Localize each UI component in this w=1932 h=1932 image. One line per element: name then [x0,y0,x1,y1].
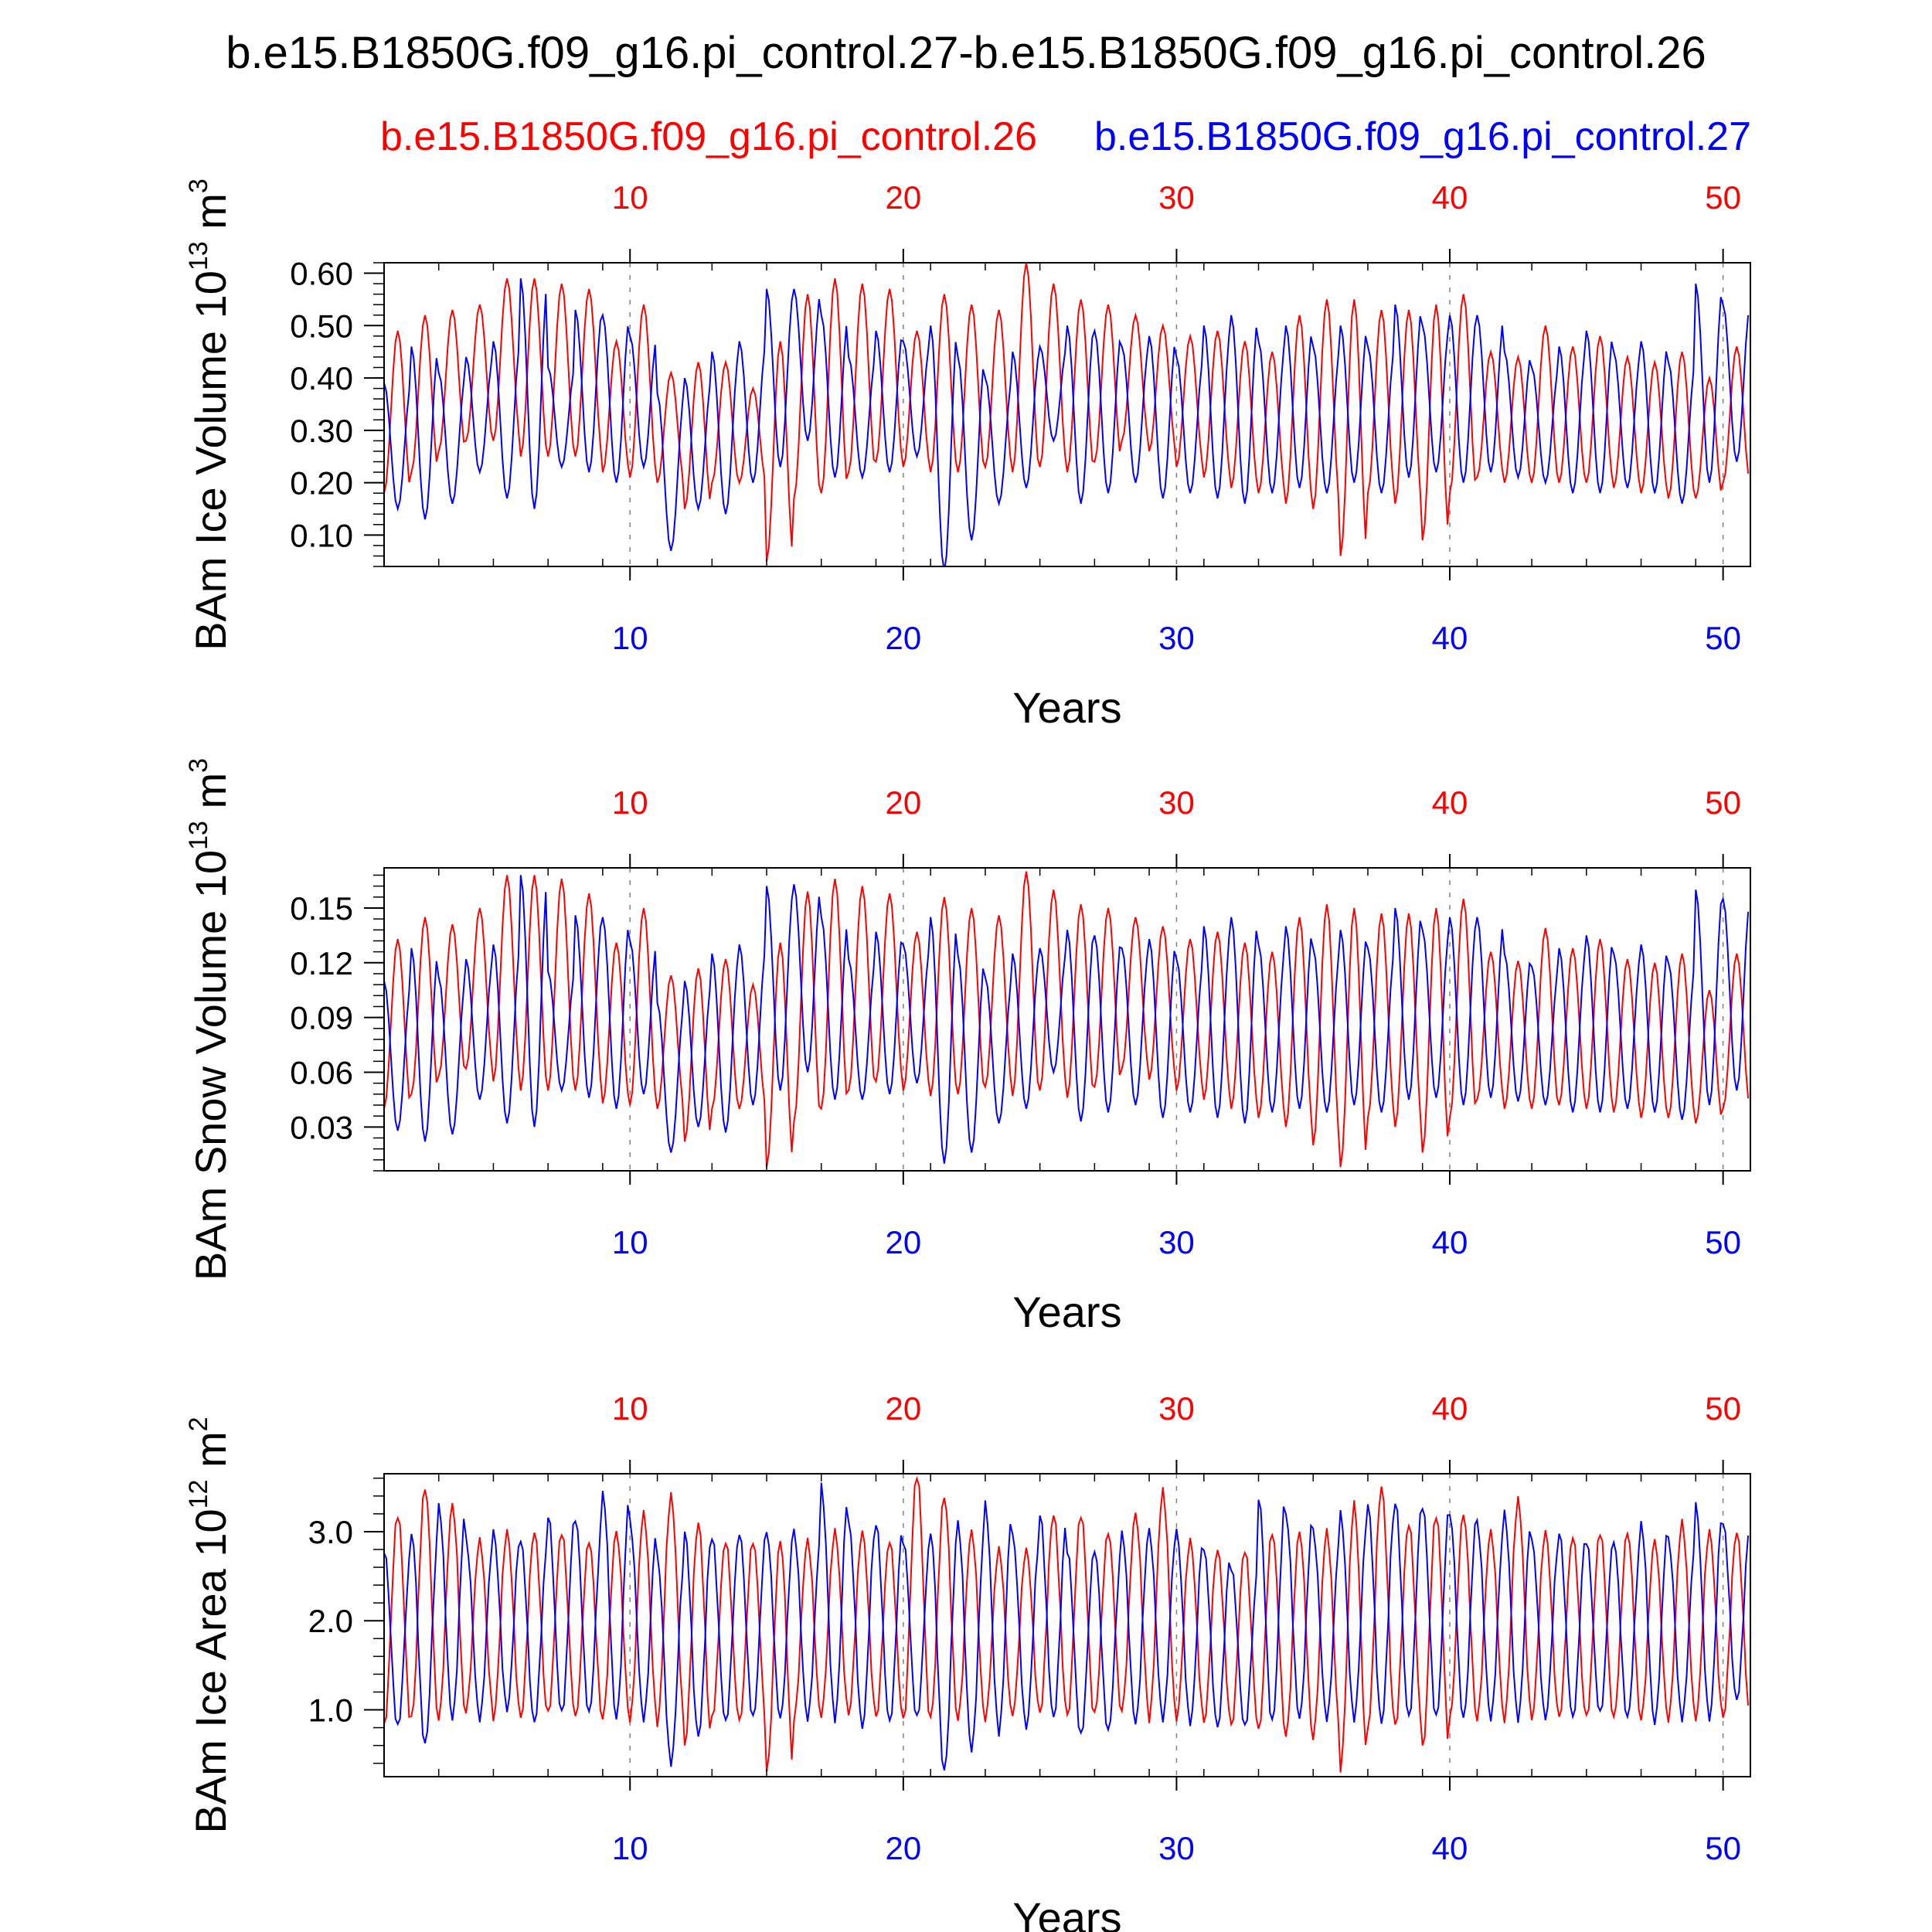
y-axis-label: BAm Snow Volume 1013 m3 [184,758,235,1281]
y-tick-label: 1.0 [308,1692,353,1729]
bottom-x-tick-label: 10 [612,1224,648,1260]
top-x-tick-label: 50 [1705,1390,1741,1427]
series-blue-line [384,875,1750,1164]
y-tick-label: 0.12 [290,945,353,981]
top-x-tick-label: 40 [1432,179,1468,216]
top-x-tick-label: 40 [1432,1390,1468,1427]
top-x-tick-label: 10 [612,784,648,821]
panel-2: 10 10 20 20 30 30 40 40 50 50 0.03 0.06 0.09 0.12 0.15… [184,758,1751,1336]
top-x-tick-label: 20 [885,1390,921,1427]
top-x-tick-label: 50 [1705,179,1741,216]
top-x-tick-label: 10 [612,179,648,216]
top-x-tick-label: 20 [885,179,921,216]
top-x-tick-label: 50 [1705,784,1741,821]
bottom-x-tick-label: 10 [612,620,648,656]
top-x-tick-label: 20 [885,784,921,821]
top-x-tick-label: 30 [1158,784,1195,821]
figure-title: b.e15.B1850G.f09_g16.pi_control.27-b.e15… [226,28,1706,78]
y-tick-label: 0.40 [290,360,353,396]
plot-frame [383,867,1751,1172]
y-tick-label: 0.15 [290,890,353,927]
legend-red-label: b.e15.B1850G.f09_g16.pi_control.26 [380,114,1037,159]
plot-frame [383,262,1751,567]
y-tick-label: 0.09 [290,1000,353,1036]
y-tick-label: 3.0 [308,1514,353,1550]
y-tick-label: 2.0 [308,1603,353,1639]
y-tick-label: 0.60 [290,256,353,292]
y-axis-label: BAm Ice Area 1012 m2 [184,1417,235,1833]
y-tick-label: 0.50 [290,308,353,344]
bottom-x-tick-label: 20 [885,1830,921,1866]
bottom-x-tick-label: 40 [1432,620,1468,656]
series-red-line [384,1475,1750,1773]
panel-3: 10 10 20 20 30 30 40 40 50 50 1.0 2.0 3.0 Years BAm Ic… [184,1390,1751,1932]
series-red-line [384,871,1750,1168]
chart-panels: 10 10 20 20 30 30 40 40 50 50 0.10 0.20 0.30 0.40 0.50… [184,179,1751,1932]
y-tick-label: 0.10 [290,517,353,553]
x-axis-label: Years [1012,1893,1121,1932]
bottom-x-tick-label: 30 [1158,1830,1195,1866]
y-tick-label: 0.20 [290,465,353,502]
y-tick-label: 0.06 [290,1054,353,1090]
plot-frame [383,1473,1751,1777]
bottom-x-tick-label: 10 [612,1830,648,1866]
series-blue-line [384,278,1750,566]
bottom-x-tick-label: 50 [1705,1224,1741,1260]
series-blue-line [384,1482,1750,1770]
bottom-x-tick-label: 40 [1432,1830,1468,1866]
x-axis-label: Years [1012,683,1121,732]
panel-1: 10 10 20 20 30 30 40 40 50 50 0.10 0.20 0.30 0.40 0.50… [184,179,1751,732]
bottom-x-tick-label: 50 [1705,620,1741,656]
y-tick-label: 0.30 [290,413,353,449]
y-tick-label: 0.03 [290,1109,353,1145]
bottom-x-tick-label: 30 [1158,1224,1195,1260]
top-x-tick-label: 30 [1158,179,1195,216]
x-axis-label: Years [1012,1287,1121,1336]
top-x-tick-label: 30 [1158,1390,1195,1427]
bottom-x-tick-label: 20 [885,620,921,656]
bottom-x-tick-label: 20 [885,1224,921,1260]
bottom-x-tick-label: 50 [1705,1830,1741,1866]
top-x-tick-label: 10 [612,1390,648,1427]
legend-blue-label: b.e15.B1850G.f09_g16.pi_control.27 [1094,114,1751,159]
bottom-x-tick-label: 40 [1432,1224,1468,1260]
y-axis-label: BAm Ice Volume 1013 m3 [184,179,235,651]
top-x-tick-label: 40 [1432,784,1468,821]
bottom-x-tick-label: 30 [1158,620,1195,656]
series-red-line [384,263,1750,562]
